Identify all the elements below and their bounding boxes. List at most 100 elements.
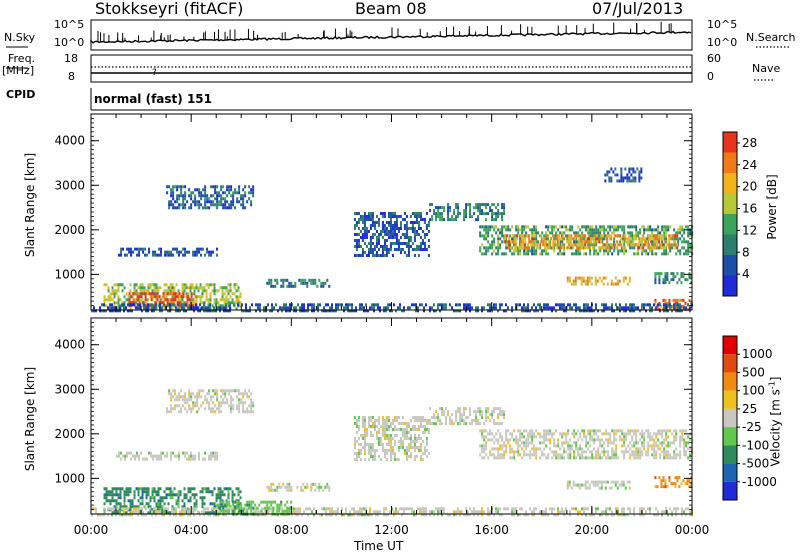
power-colorbar-tick-label: 16 <box>742 202 757 216</box>
power-cell <box>413 212 416 215</box>
velocity-cell <box>222 392 225 396</box>
power-cell <box>158 301 161 305</box>
power-cell <box>145 301 148 305</box>
power-cell <box>637 306 639 310</box>
power-cell <box>197 306 199 310</box>
power-cell <box>162 295 165 299</box>
velocity-cell <box>523 441 526 445</box>
velocity-cell <box>559 447 562 451</box>
power-cell <box>136 253 139 257</box>
power-cell <box>663 249 666 253</box>
power-cell <box>649 225 652 229</box>
velocity-cell <box>201 502 204 506</box>
velocity-cell <box>674 476 677 480</box>
velocity-cell <box>231 490 234 494</box>
velocity-cell <box>131 502 134 506</box>
power-cell <box>233 283 236 287</box>
power-cell <box>657 303 659 307</box>
power-cell <box>221 295 224 299</box>
velocity-cell <box>663 456 666 460</box>
power-cell <box>229 301 232 305</box>
power-cell <box>625 240 628 244</box>
power-cell <box>665 309 667 313</box>
power-cell <box>219 304 222 308</box>
velocity-cell <box>183 513 185 517</box>
power-cell <box>577 249 580 253</box>
power-cell <box>643 231 646 235</box>
power-cell <box>208 253 211 257</box>
power-cell <box>397 306 399 310</box>
power-cell <box>569 225 572 229</box>
power-cell <box>183 289 186 293</box>
power-cell <box>624 234 627 238</box>
velocity-cell <box>683 447 686 451</box>
power-cell <box>617 252 620 256</box>
velocity-cell <box>320 485 323 489</box>
velocity-cell <box>171 510 173 514</box>
velocity-cell <box>223 493 226 497</box>
power-cell <box>657 225 660 229</box>
velocity-cell <box>228 404 231 408</box>
power-cell <box>656 243 659 247</box>
velocity-cell <box>119 487 122 491</box>
velocity-cell <box>300 488 303 492</box>
power-cell <box>403 251 406 254</box>
power-cell <box>441 215 444 219</box>
power-cell <box>495 246 498 250</box>
velocity-cell <box>218 410 221 414</box>
power-cell <box>427 245 430 248</box>
velocity-cell <box>177 502 180 506</box>
velocity-cell <box>123 490 126 494</box>
power-cell <box>543 303 545 307</box>
power-cell <box>547 303 549 307</box>
power-cell <box>620 170 623 174</box>
velocity-cell <box>667 429 670 433</box>
velocity-cell <box>527 438 530 442</box>
power-cell <box>685 249 688 253</box>
power-cell <box>578 234 581 238</box>
power-cell <box>677 306 679 310</box>
power-cell <box>371 221 374 224</box>
velocity-cell <box>155 513 157 517</box>
velocity-cell <box>200 389 203 393</box>
velocity-cell <box>159 496 162 500</box>
velocity-cell <box>417 416 420 419</box>
power-cell <box>423 309 425 313</box>
velocity-cell <box>479 407 482 411</box>
power-cell <box>389 221 392 224</box>
power-cell <box>439 218 442 222</box>
velocity-cell <box>599 438 602 442</box>
velocity-cell <box>459 410 462 414</box>
power-cell <box>687 303 689 307</box>
power-cell <box>363 218 366 221</box>
power-cell <box>120 247 123 251</box>
power-cell <box>580 243 583 247</box>
velocity-cell <box>290 485 293 489</box>
power-cell <box>503 225 506 229</box>
velocity-cell <box>261 507 263 511</box>
power-cell <box>411 303 413 307</box>
power-cell <box>593 243 596 247</box>
power-cell <box>689 243 692 247</box>
power-cell <box>316 284 319 288</box>
velocity-cell <box>357 452 360 455</box>
velocity-cell <box>479 429 482 433</box>
power-cell <box>375 242 378 245</box>
power-cell <box>674 234 677 238</box>
power-cell <box>479 206 482 210</box>
power-cell <box>156 295 159 299</box>
velocity-cell <box>139 507 141 511</box>
power-cell <box>635 231 638 235</box>
power-cell <box>127 295 130 299</box>
velocity-cell <box>188 398 191 402</box>
velocity-cell <box>425 419 428 422</box>
power-cell <box>159 309 161 313</box>
power-cell <box>168 206 171 210</box>
velocity-cell <box>485 435 488 439</box>
power-cell <box>146 253 149 257</box>
velocity-cell <box>655 441 658 445</box>
velocity-cell <box>531 453 534 457</box>
power-cell <box>539 303 541 307</box>
velocity-cell <box>246 392 249 396</box>
velocity-cell <box>196 404 199 408</box>
